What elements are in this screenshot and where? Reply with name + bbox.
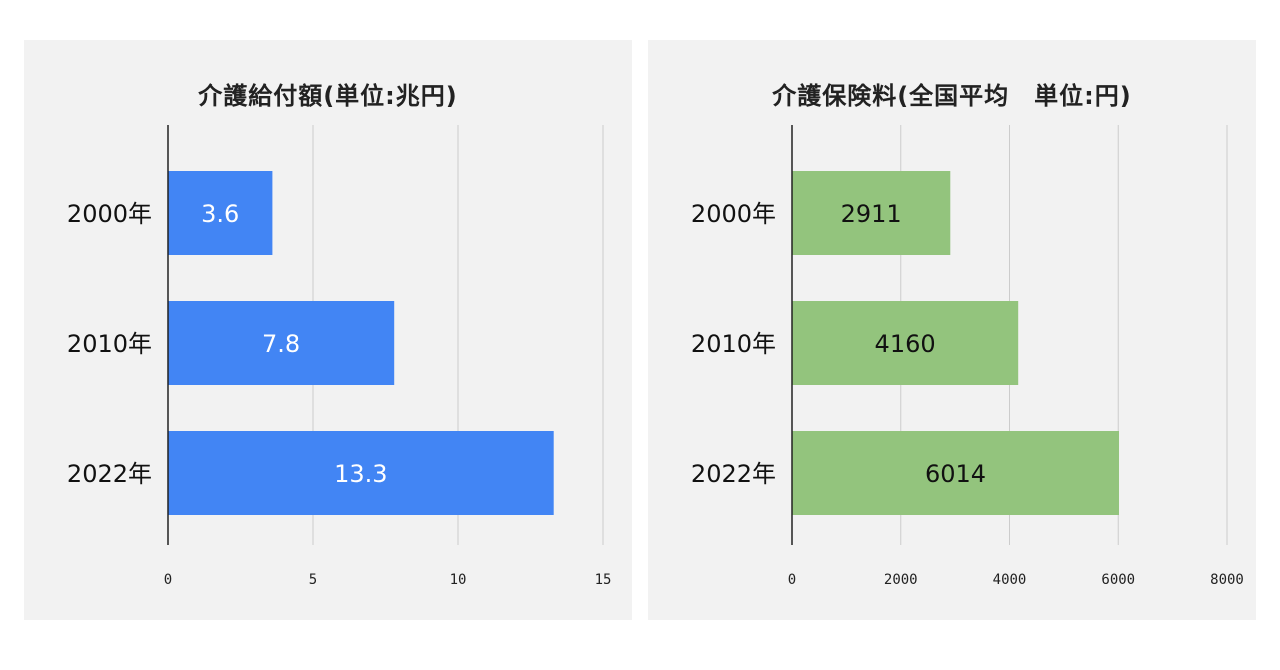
bar [168, 431, 554, 515]
data-label: 13.3 [334, 460, 387, 488]
category-label: 2010年 [67, 330, 152, 358]
chart-panel-care-benefits: 介護給付額(単位:兆円) 0 5 10 15 3.6 2000年 7.8 2010年 13.3 2… [24, 40, 632, 620]
chart-panel-insurance-premium: 介護保険料(全国平均 単位:円) 0 2000 4000 6000 8000 2911 20… [648, 40, 1256, 620]
bar-chart-insurance-premium: 0 2000 4000 6000 8000 2911 2000年 4160 2010年 6014 2… [691, 125, 1244, 588]
bar [792, 301, 1019, 385]
bar-chart-care-benefits: 0 5 10 15 3.6 2000年 7.8 2010年 13.3 2022年 [67, 125, 612, 588]
data-label: 4160 [875, 330, 936, 358]
chart-title: 介護保険料(全国平均 単位:円) [772, 82, 1132, 110]
category-label: 2000年 [67, 200, 152, 228]
x-tick-label: 5 [309, 572, 317, 588]
x-tick-label: 10 [450, 572, 467, 588]
bar [168, 301, 395, 385]
category-label: 2022年 [691, 460, 776, 488]
x-tick-label: 15 [595, 572, 612, 588]
category-label: 2000年 [691, 200, 776, 228]
data-label: 6014 [925, 460, 986, 488]
chart-title: 介護給付額(単位:兆円) [198, 82, 458, 110]
data-label: 7.8 [262, 330, 300, 358]
x-tick-label: 4000 [993, 572, 1027, 588]
data-label: 2911 [841, 200, 902, 228]
bar [168, 171, 273, 255]
x-tick-label: 6000 [1101, 572, 1135, 588]
category-label: 2010年 [691, 330, 776, 358]
bar [792, 431, 1120, 515]
x-tick-label: 0 [164, 572, 172, 588]
data-label: 3.6 [201, 200, 239, 228]
x-tick-label: 2000 [884, 572, 918, 588]
category-label: 2022年 [67, 460, 152, 488]
bar [792, 171, 951, 255]
x-tick-label: 0 [788, 572, 796, 588]
x-tick-label: 8000 [1210, 572, 1244, 588]
